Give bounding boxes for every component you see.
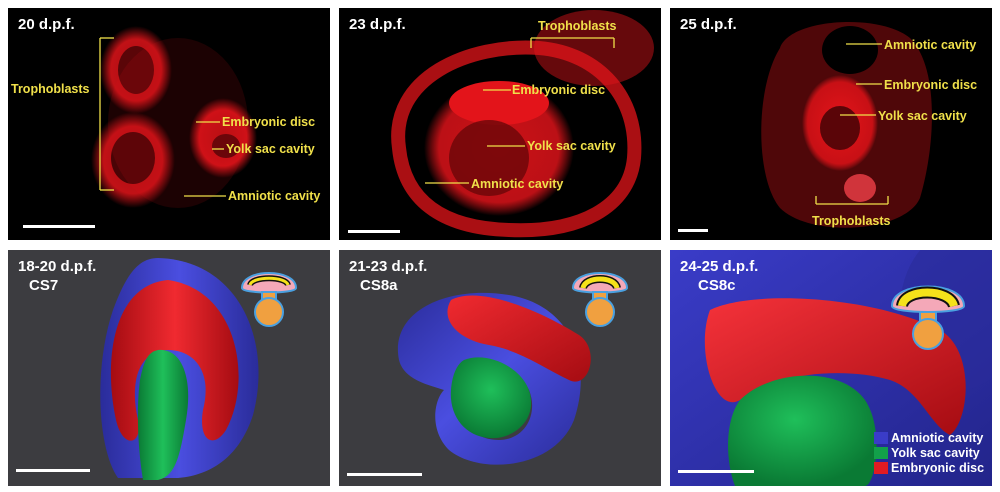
scale-bar (16, 469, 90, 472)
label-embryonic-disc: Embryonic disc (222, 115, 316, 129)
label-amniotic-cavity: Amniotic cavity (228, 189, 321, 203)
legend: Amniotic cavity Yolk sac cavity Embryoni… (874, 431, 994, 476)
legend-label: Yolk sac cavity (891, 446, 980, 460)
stage-label: 24-25 d.p.f. (680, 258, 759, 275)
panel-cs8a: 21-23 d.p.f. CS8a (339, 250, 661, 486)
label-embryonic-disc: Embryonic disc (884, 78, 978, 92)
schematic-icon (571, 272, 629, 327)
3d-reconstruction-cs7 (100, 258, 259, 480)
fluorescence-image-25dpf (761, 21, 932, 228)
annotation-lines (815, 43, 889, 205)
scale-bar (678, 229, 708, 232)
carnegie-stage-label: CS7 (29, 277, 59, 294)
stage-label: 23 d.p.f. (349, 16, 406, 33)
legend-item-embryonic-disc: Embryonic disc (874, 461, 994, 475)
fluorescence-image-23dpf (391, 10, 654, 238)
carnegie-stage-label: CS8a (360, 277, 398, 294)
3d-reconstruction-cs8c (670, 250, 992, 486)
schematic-icon (890, 285, 966, 350)
scale-bar (23, 225, 95, 228)
label-embryonic-disc: Embryonic disc (512, 83, 606, 97)
annotation-lines (99, 37, 226, 197)
panel-25dpf: 25 d.p.f. Amniotic cavity Embryonic disc… (670, 8, 992, 240)
legend-label: Embryonic disc (891, 461, 985, 475)
legend-swatch (874, 462, 888, 474)
scale-bar (678, 470, 754, 473)
legend-swatch (874, 447, 888, 459)
legend-swatch (874, 432, 888, 444)
legend-label: Amniotic cavity (891, 431, 984, 445)
schematic-icon (240, 272, 298, 327)
label-trophoblasts: Trophoblasts (812, 214, 891, 228)
fluorescence-image-20dpf (91, 26, 257, 208)
scale-bar (348, 230, 400, 233)
legend-item-yolk-sac-cavity: Yolk sac cavity (874, 446, 994, 460)
label-yolk-sac-cavity: Yolk sac cavity (878, 109, 967, 123)
carnegie-stage-label: CS8c (698, 277, 736, 294)
panel-20dpf: 20 d.p.f. Trophoblasts Embryonic disc Yo… (8, 8, 330, 240)
panel-cs8c: 24-25 d.p.f. CS8c (670, 250, 992, 486)
panel-cs7: 18-20 d.p.f. CS7 (8, 250, 330, 486)
label-trophoblasts: Trophoblasts (538, 19, 617, 33)
label-trophoblasts: Trophoblasts (11, 82, 90, 96)
legend-item-amniotic-cavity: Amniotic cavity (874, 431, 994, 445)
stage-label: 18-20 d.p.f. (18, 258, 97, 275)
label-yolk-sac-cavity: Yolk sac cavity (226, 142, 315, 156)
label-amniotic-cavity: Amniotic cavity (884, 38, 977, 52)
stage-label: 21-23 d.p.f. (349, 258, 428, 275)
scale-bar (347, 473, 422, 476)
stage-label: 25 d.p.f. (680, 16, 737, 33)
label-amniotic-cavity: Amniotic cavity (471, 177, 564, 191)
stage-label: 20 d.p.f. (18, 16, 75, 33)
panel-23dpf: 23 d.p.f. Trophoblasts Embryonic disc Yo… (339, 8, 661, 240)
annotation-lines (425, 37, 615, 184)
label-yolk-sac-cavity: Yolk sac cavity (527, 139, 616, 153)
3d-reconstruction-cs8a (397, 292, 591, 465)
